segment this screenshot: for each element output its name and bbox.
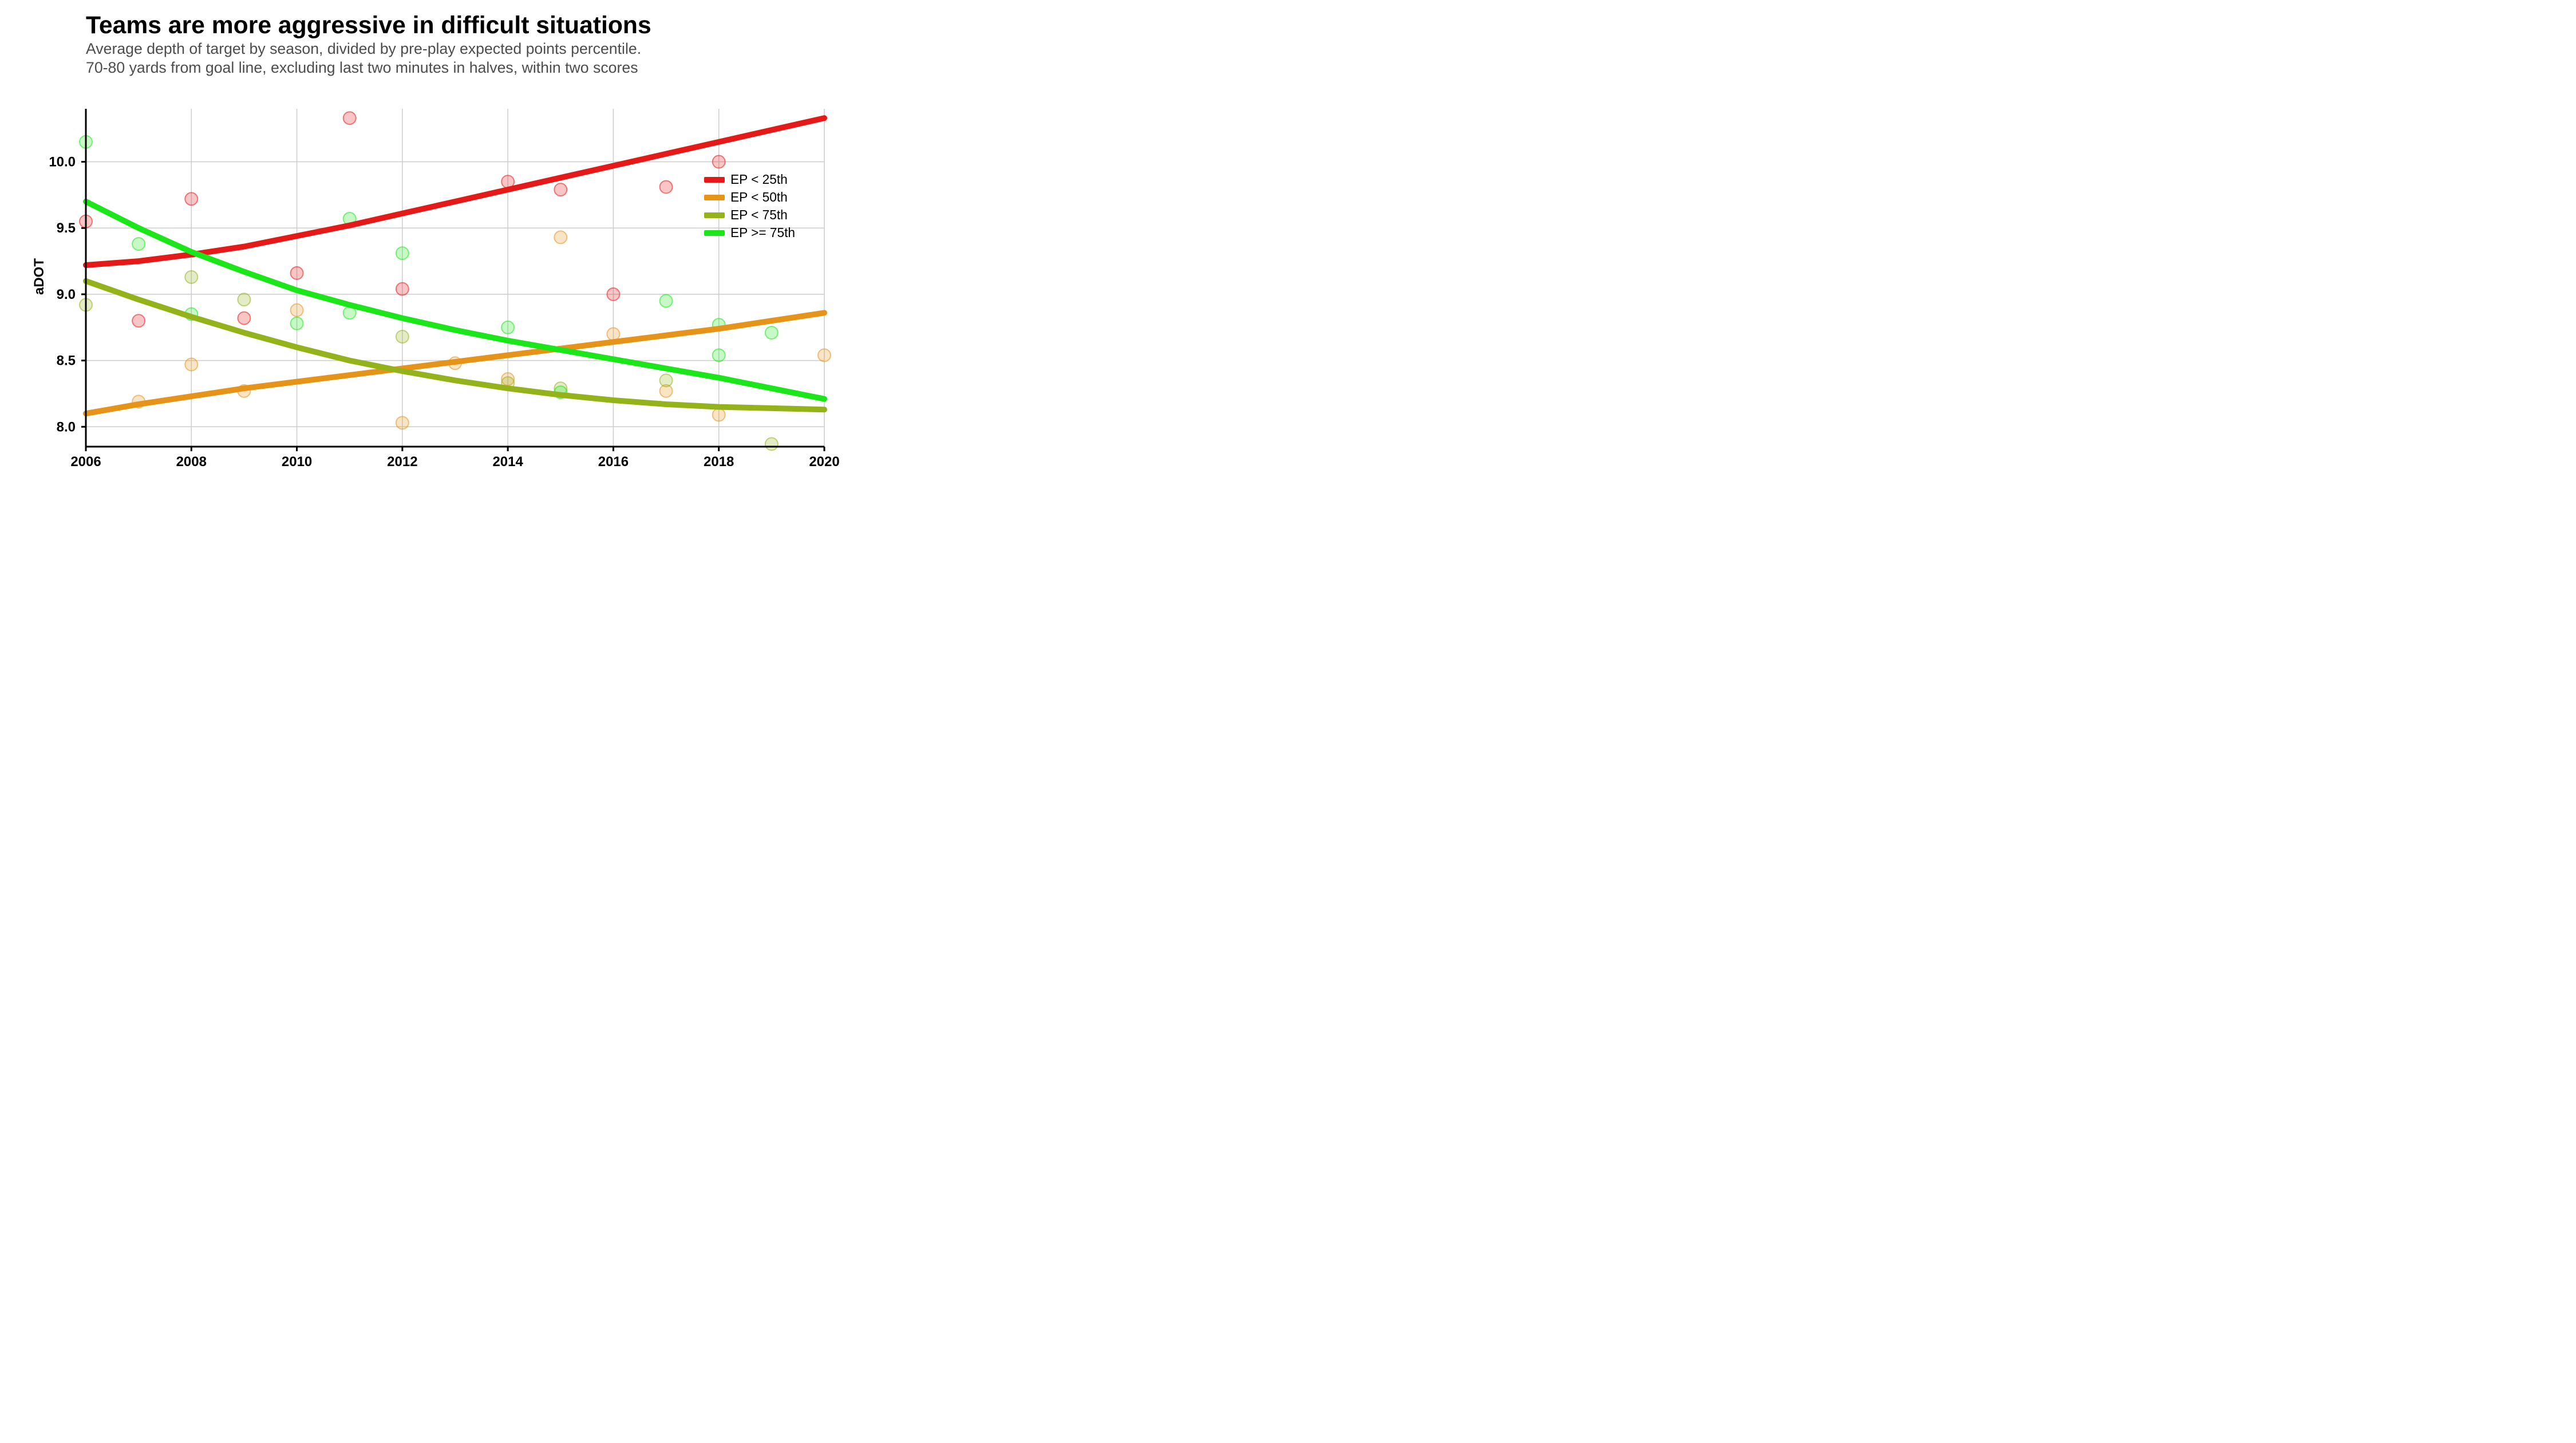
y-tick-label: 8.0 (57, 419, 76, 435)
scatter-point (713, 408, 725, 421)
y-tick-label: 10.0 (49, 155, 76, 170)
legend-label: EP < 25th (730, 172, 788, 187)
x-tick-label: 2016 (598, 454, 629, 470)
scatter-point (396, 416, 409, 429)
chart-frame: Teams are more aggressive in difficult s… (0, 0, 859, 481)
scatter-point (396, 283, 409, 295)
trend-line (86, 281, 824, 409)
legend-label: EP >= 75th (730, 225, 795, 240)
scatter-point (132, 314, 145, 327)
scatter-point (713, 156, 725, 168)
scatter-point (185, 358, 197, 371)
scatter-point (554, 183, 567, 196)
legend-row: EP < 25th (704, 172, 795, 187)
scatter-point (291, 317, 303, 330)
y-tick-label: 9.0 (57, 287, 76, 302)
legend-row: EP < 75th (704, 207, 795, 223)
legend: EP < 25th EP < 50th EP < 75th EP >= 75th (704, 172, 795, 243)
scatter-point (765, 437, 778, 450)
x-tick-label: 2020 (809, 454, 839, 470)
scatter-point (238, 312, 250, 325)
legend-swatch (704, 212, 725, 218)
legend-label: EP < 75th (730, 207, 788, 223)
scatter-points (80, 112, 831, 450)
x-tick-label: 2010 (282, 454, 312, 470)
chart-subtitle-line: Average depth of target by season, divid… (86, 40, 641, 57)
scatter-point (607, 328, 619, 340)
legend-row: EP >= 75th (704, 225, 795, 240)
legend-swatch (704, 230, 725, 236)
legend-swatch (704, 177, 725, 183)
scatter-point (501, 321, 514, 334)
x-tick-label: 2008 (176, 454, 207, 470)
scatter-point (238, 293, 250, 306)
y-tick-label: 9.5 (57, 220, 76, 236)
scatter-point (291, 304, 303, 317)
scatter-point (343, 112, 356, 124)
x-tick-label: 2006 (70, 454, 101, 470)
scatter-point (765, 326, 778, 339)
chart-title: Teams are more aggressive in difficult s… (86, 11, 836, 40)
title-block: Teams are more aggressive in difficult s… (86, 11, 836, 78)
legend-swatch (704, 195, 725, 200)
scatter-point (396, 330, 409, 343)
scatter-point (396, 247, 409, 259)
scatter-point (660, 181, 673, 194)
legend-label: EP < 50th (730, 190, 788, 205)
y-axis-label: aDOT (31, 258, 48, 295)
x-tick-label: 2012 (387, 454, 417, 470)
legend-row: EP < 50th (704, 190, 795, 205)
scatter-point (291, 267, 303, 279)
scatter-point (713, 349, 725, 361)
scatter-point (185, 192, 197, 205)
scatter-point (185, 271, 197, 283)
chart-subtitle-line: 70-80 yards from goal line, excluding la… (86, 59, 638, 76)
scatter-point (132, 238, 145, 250)
x-tick-label: 2014 (492, 454, 523, 470)
x-tick-label: 2018 (704, 454, 734, 470)
scatter-point (660, 374, 673, 387)
scatter-point (554, 231, 567, 243)
chart-subtitle: Average depth of target by season, divid… (86, 40, 836, 78)
scatter-point (607, 288, 619, 301)
scatter-point (818, 349, 831, 361)
scatter-point (660, 294, 673, 307)
y-tick-label: 8.5 (57, 353, 76, 369)
